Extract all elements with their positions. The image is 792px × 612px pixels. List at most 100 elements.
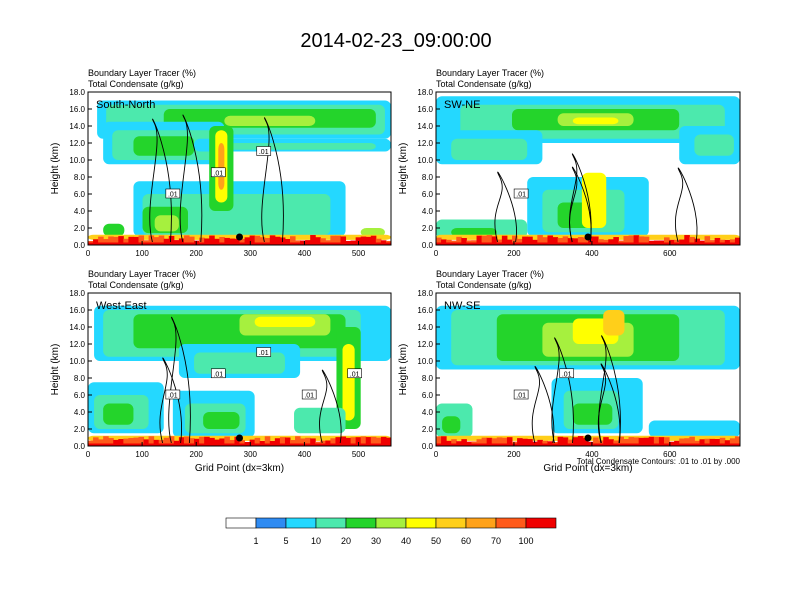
heat-band	[496, 314, 680, 361]
surface-cell	[93, 239, 99, 245]
surface-cell	[704, 236, 711, 245]
surface-cell	[360, 236, 367, 245]
surface-cell	[385, 240, 392, 245]
surface-cell	[633, 235, 640, 245]
surface-cell	[461, 439, 467, 446]
xlabel: Grid Point (dx=3km)	[195, 463, 284, 474]
surface-cell	[512, 441, 518, 446]
colorbar-bin	[405, 517, 437, 529]
plot-area	[436, 92, 740, 245]
surface-cell	[446, 239, 452, 245]
surface-cell	[527, 236, 533, 245]
surface-cell	[669, 239, 675, 245]
surface-cell	[269, 235, 276, 245]
surface-cell	[178, 238, 185, 245]
surface-cell	[305, 240, 311, 245]
surface-cell	[229, 439, 235, 446]
heat-band	[106, 104, 385, 135]
surface-cell	[613, 237, 619, 245]
heat-band	[336, 327, 361, 429]
contour-label: .01	[516, 192, 526, 199]
xtick-label: 200	[190, 249, 204, 258]
heat-band	[88, 435, 391, 441]
surface-cell	[603, 437, 609, 446]
surface-cell	[143, 240, 150, 245]
contour-label-box	[347, 368, 362, 379]
surface-cell	[360, 436, 367, 446]
heat-band	[184, 403, 246, 434]
surface-cell	[593, 437, 599, 446]
ytick-label: 10.0	[417, 156, 433, 165]
contour-label-box	[256, 347, 272, 357]
surface-cell	[163, 238, 170, 245]
contour-line	[168, 316, 191, 444]
xtick-label: 0	[86, 450, 91, 459]
heat-band	[342, 344, 355, 421]
colorbar-bin	[345, 517, 377, 529]
surface-cell	[133, 236, 139, 245]
surface-cell	[664, 437, 670, 446]
contour-line	[494, 171, 517, 243]
heat-band	[203, 412, 240, 429]
surface-cell	[588, 236, 594, 245]
surface-strip	[436, 242, 740, 245]
surface-cell	[173, 440, 180, 446]
surface-cell	[557, 436, 564, 446]
heat-band	[512, 109, 680, 131]
surface-cell	[300, 438, 306, 446]
surface-cell	[204, 436, 210, 446]
ytick-label: 10.0	[69, 357, 85, 366]
subtitle-2: Total Condensate (g/kg)	[88, 280, 184, 290]
surface-cell	[694, 440, 700, 446]
heat-band	[94, 305, 391, 361]
heat-band	[572, 318, 619, 344]
contour-label: .01	[213, 170, 223, 177]
panel-3: .01 .01 0.0 2.0 4.0 6.0 8.0 10.0 12.0 14.0 16.0 18.…	[398, 269, 741, 474]
surface-cell	[623, 439, 630, 446]
surface-cell	[133, 437, 139, 446]
heat-band	[360, 228, 385, 237]
surface-cell	[699, 240, 706, 245]
contour-label-box	[256, 146, 272, 156]
ytick-label: 4.0	[74, 408, 86, 417]
heat-band	[194, 138, 391, 152]
surface-cell	[209, 235, 215, 245]
surface-cell	[98, 439, 104, 446]
surface-cell	[456, 236, 462, 245]
contour-line	[551, 337, 574, 444]
colorbar-label: 5	[283, 536, 288, 546]
location-marker	[584, 233, 592, 241]
surface-cell	[244, 237, 251, 245]
surface-cell	[88, 240, 94, 245]
xlabel: Grid Point (dx=3km)	[543, 463, 632, 474]
surface-cell	[689, 436, 695, 446]
surface-cell	[350, 240, 357, 245]
surface-cell	[734, 237, 741, 245]
ytick-label: 4.0	[422, 207, 434, 216]
surface-cell	[340, 236, 347, 245]
contour-label: .01	[259, 350, 269, 357]
heat-band	[436, 96, 740, 143]
surface-cell	[148, 436, 155, 446]
xtick-label: 400	[298, 249, 312, 258]
contour-line	[159, 357, 183, 444]
surface-cell	[476, 235, 483, 245]
surface-cell	[128, 236, 134, 245]
surface-cell	[183, 235, 190, 245]
surface-cell	[486, 235, 493, 245]
surface-cell	[315, 237, 321, 245]
surface-cell	[350, 437, 357, 446]
surface-cell	[365, 236, 372, 245]
surface-cell	[694, 238, 700, 245]
xtick-label: 200	[190, 450, 204, 459]
xtick-label: 600	[663, 249, 677, 258]
heat-band	[603, 310, 625, 336]
colorbar-bin	[495, 517, 527, 529]
subtitle-2: Total Condensate (g/kg)	[436, 280, 532, 290]
contour-label-box	[301, 389, 317, 400]
surface-cell	[340, 436, 347, 446]
surface-cell	[148, 235, 155, 245]
surface-cell	[496, 239, 503, 245]
heat-band	[112, 130, 216, 160]
location-marker	[584, 434, 592, 442]
